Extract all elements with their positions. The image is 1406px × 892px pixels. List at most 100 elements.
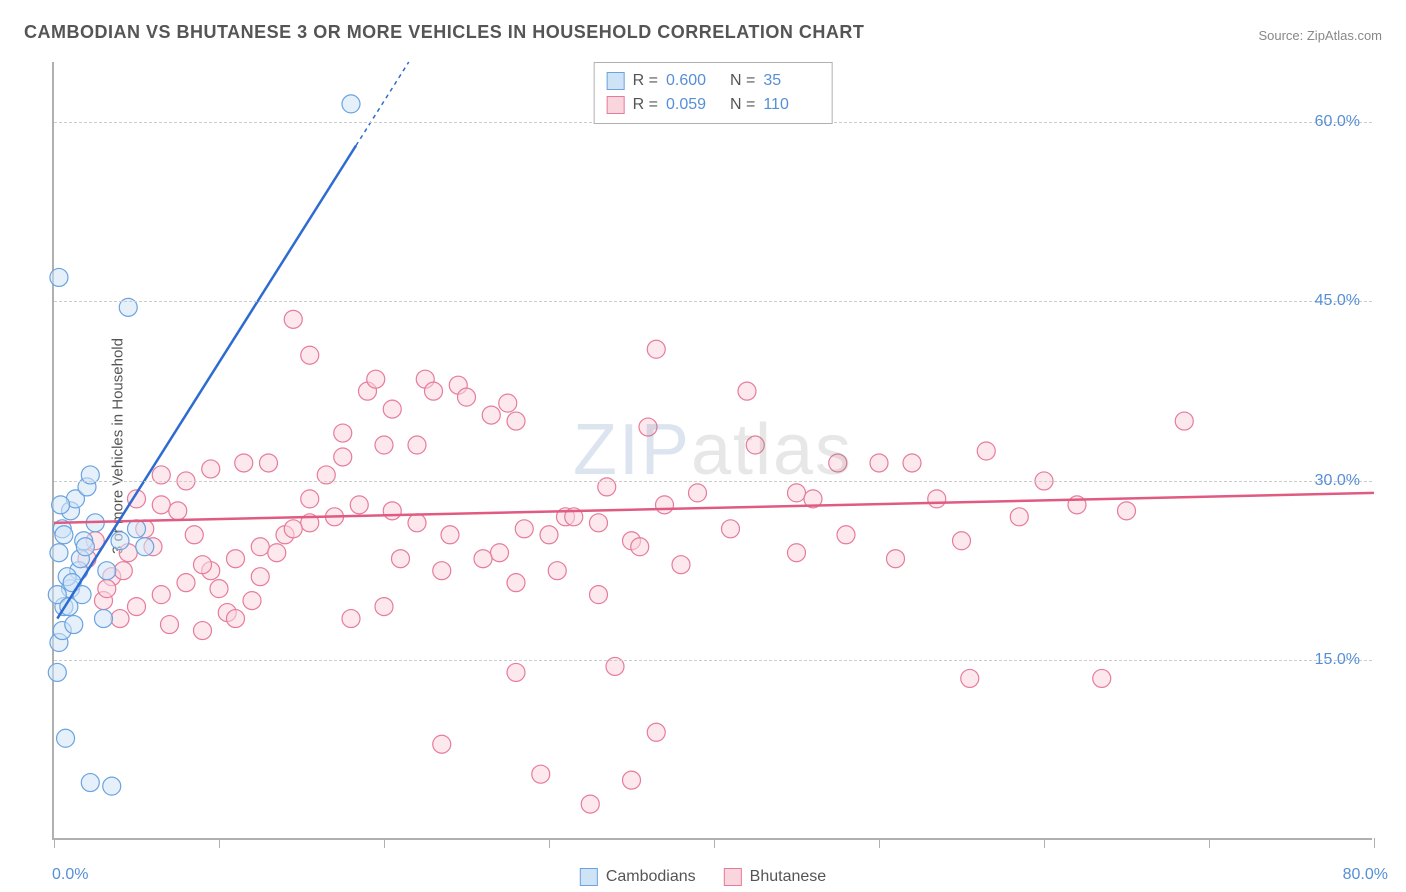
data-point	[1093, 669, 1111, 687]
data-point	[482, 406, 500, 424]
data-point	[392, 550, 410, 568]
data-point	[383, 502, 401, 520]
data-point	[540, 526, 558, 544]
data-point	[202, 460, 220, 478]
data-point	[301, 346, 319, 364]
source-attribution: Source: ZipAtlas.com	[1258, 28, 1382, 43]
data-point	[738, 382, 756, 400]
stats-legend-box: R = 0.600 N = 35 R = 0.059 N = 110	[594, 62, 833, 124]
data-point	[185, 526, 203, 544]
x-tick	[1044, 838, 1045, 848]
trend-line	[57, 145, 356, 618]
x-tick	[714, 838, 715, 848]
data-point	[928, 490, 946, 508]
stats-n-label: N =	[730, 93, 755, 117]
trend-line-dash	[356, 62, 409, 145]
data-point	[301, 490, 319, 508]
data-point	[746, 436, 764, 454]
y-tick-label: 15.0%	[1315, 651, 1360, 669]
data-point	[95, 610, 113, 628]
swatch-series-1	[607, 96, 625, 114]
data-point	[334, 424, 352, 442]
stats-n-label: N =	[730, 69, 755, 93]
data-point	[111, 610, 129, 628]
data-point	[953, 532, 971, 550]
x-tick	[549, 838, 550, 848]
data-point	[161, 616, 179, 634]
data-point	[98, 562, 116, 580]
stats-r-label: R =	[633, 93, 658, 117]
stats-n-0: 35	[763, 69, 819, 93]
data-point	[1010, 508, 1028, 526]
data-point	[194, 622, 212, 640]
data-point	[507, 412, 525, 430]
data-point	[50, 544, 68, 562]
data-point	[977, 442, 995, 460]
data-point	[722, 520, 740, 538]
x-tick	[384, 838, 385, 848]
data-point	[507, 663, 525, 681]
x-tick	[879, 838, 880, 848]
data-point	[433, 562, 451, 580]
data-point	[367, 370, 385, 388]
data-point	[65, 616, 83, 634]
data-point	[334, 448, 352, 466]
data-point	[169, 502, 187, 520]
data-point	[647, 723, 665, 741]
swatch-series-0	[607, 72, 625, 90]
data-point	[689, 484, 707, 502]
data-point	[639, 418, 657, 436]
data-point	[441, 526, 459, 544]
bottom-legend: Cambodians Bhutanese	[580, 868, 826, 886]
data-point	[837, 526, 855, 544]
data-point	[375, 436, 393, 454]
data-point	[81, 774, 99, 792]
data-point	[152, 496, 170, 514]
data-point	[581, 795, 599, 813]
stats-n-1: 110	[763, 93, 819, 117]
data-point	[57, 729, 75, 747]
data-point	[515, 520, 533, 538]
legend-swatch-1	[724, 868, 742, 886]
data-point	[114, 562, 132, 580]
data-point	[408, 514, 426, 532]
data-point	[474, 550, 492, 568]
data-point	[128, 598, 146, 616]
data-point	[251, 568, 269, 586]
chart-svg	[54, 62, 1372, 838]
data-point	[251, 538, 269, 556]
data-point	[55, 526, 73, 544]
data-point	[1118, 502, 1136, 520]
x-tick	[219, 838, 220, 848]
data-point	[284, 310, 302, 328]
chart-title: CAMBODIAN VS BHUTANESE 3 OR MORE VEHICLE…	[24, 22, 864, 43]
legend-item-0: Cambodians	[580, 868, 696, 886]
gridline-h	[54, 301, 1372, 302]
data-point	[52, 496, 70, 514]
stats-r-1: 0.059	[666, 93, 722, 117]
x-tick-label-min: 0.0%	[52, 866, 88, 884]
data-point	[623, 771, 641, 789]
y-tick-label: 45.0%	[1315, 292, 1360, 310]
data-point	[870, 454, 888, 472]
stats-r-0: 0.600	[666, 69, 722, 93]
data-point	[383, 400, 401, 418]
data-point	[788, 544, 806, 562]
data-point	[433, 735, 451, 753]
trend-line	[54, 493, 1374, 523]
data-point	[788, 484, 806, 502]
data-point	[672, 556, 690, 574]
data-point	[235, 454, 253, 472]
x-tick-label-max: 80.0%	[1343, 866, 1388, 884]
legend-item-1: Bhutanese	[724, 868, 827, 886]
data-point	[656, 496, 674, 514]
data-point	[887, 550, 905, 568]
data-point	[1175, 412, 1193, 430]
data-point	[111, 532, 129, 550]
data-point	[243, 592, 261, 610]
data-point	[284, 520, 302, 538]
data-point	[136, 538, 154, 556]
data-point	[350, 496, 368, 514]
data-point	[227, 550, 245, 568]
stats-r-label: R =	[633, 69, 658, 93]
